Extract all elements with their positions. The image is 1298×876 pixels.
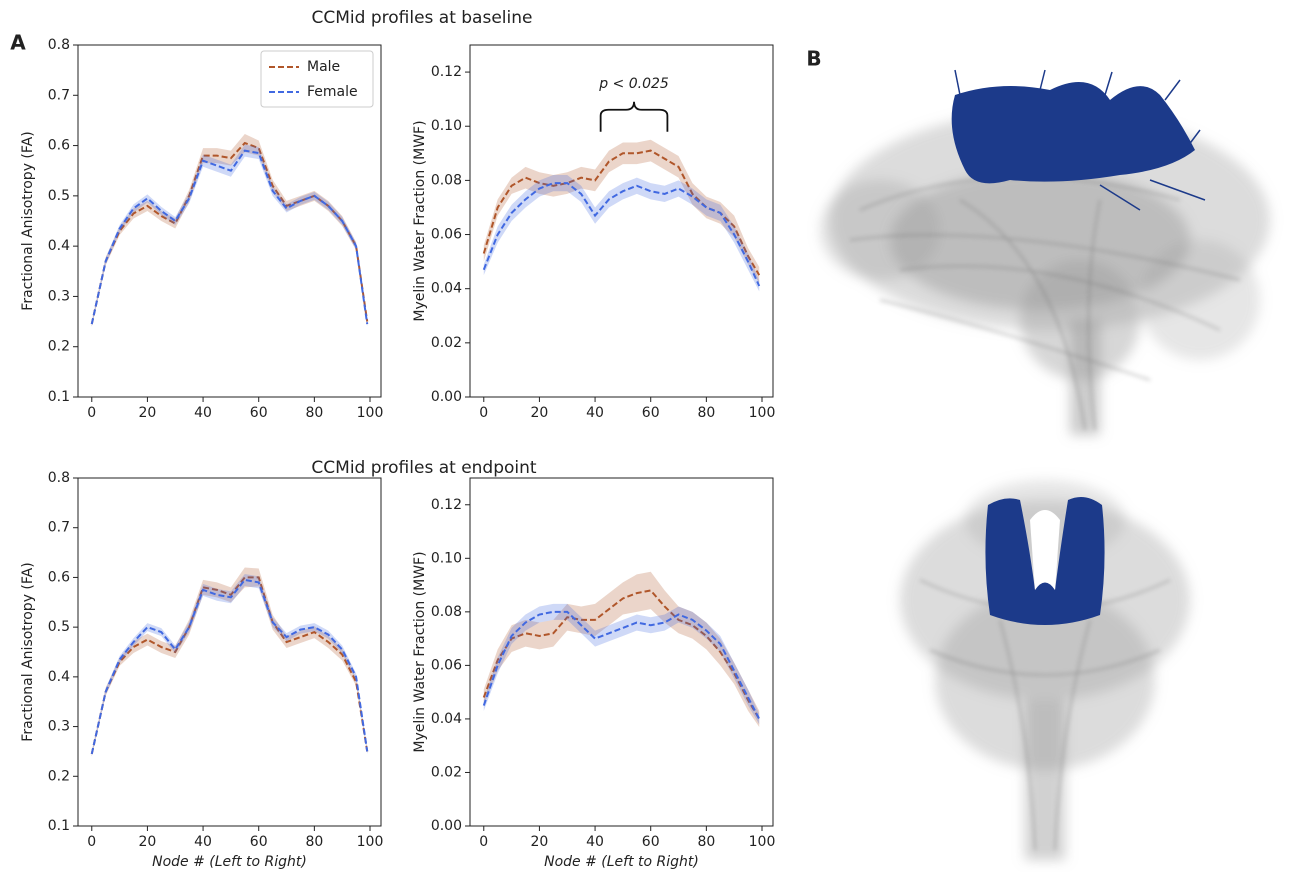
y-axis-label: Myelin Water Fraction (MWF) — [412, 120, 428, 321]
y-tick-label: 0.8 — [48, 470, 70, 486]
y-tick-label: 0.1 — [48, 818, 70, 834]
x-tick-label: 40 — [194, 834, 212, 850]
x-tick-label: 60 — [250, 405, 268, 421]
y-tick-label: 0.04 — [431, 281, 462, 297]
y-tick-label: 0.3 — [48, 719, 70, 735]
y-tick-label: 0.1 — [48, 389, 70, 405]
confidence-band — [92, 145, 367, 327]
y-tick-label: 0.5 — [48, 188, 70, 204]
y-tick-label: 0.12 — [431, 497, 462, 513]
y-tick-label: 0.7 — [48, 520, 70, 536]
chart: 0.1 0.2 0.3 0.4 0.5 0.6 0.7 0.8 0 20 40 60 80 100 Frac… — [20, 470, 383, 870]
y-tick-label: 0.10 — [431, 550, 462, 566]
annotation: p < 0.025 — [598, 76, 669, 92]
brain-sagittal-image — [820, 70, 1270, 435]
legend-label: Female — [307, 84, 358, 100]
x-tick-label: 60 — [642, 834, 660, 850]
y-tick-label: 0.2 — [48, 339, 70, 355]
x-tick-label: 0 — [479, 405, 488, 421]
figure: A B CCMid profiles at baseline CCMid pro… — [0, 0, 1298, 872]
plot-area — [92, 134, 367, 327]
y-tick-label: 0.08 — [431, 172, 462, 188]
significance-bracket — [601, 102, 668, 132]
y-axis-label: Myelin Water Fraction (MWF) — [412, 551, 428, 752]
x-tick-label: 40 — [586, 834, 604, 850]
x-tick-label: 60 — [642, 405, 660, 421]
x-tick-label: 20 — [531, 834, 549, 850]
row-title: CCMid profiles at baseline — [312, 8, 533, 28]
confidence-band — [92, 134, 367, 327]
plot-area — [484, 140, 759, 292]
x-tick-label: 0 — [87, 834, 96, 850]
y-tick-label: 0.10 — [431, 118, 462, 134]
x-tick-label: 40 — [194, 405, 212, 421]
y-tick-label: 0.04 — [431, 711, 462, 727]
y-tick-label: 0.12 — [431, 64, 462, 80]
x-tick-label: 0 — [479, 834, 488, 850]
y-tick-label: 0.06 — [431, 227, 462, 243]
y-tick-label: 0.08 — [431, 604, 462, 620]
x-tick-label: 80 — [305, 834, 323, 850]
x-tick-label: 40 — [586, 405, 604, 421]
x-tick-label: 100 — [357, 834, 384, 850]
x-tick-label: 100 — [749, 405, 776, 421]
chart: 0.00 0.02 0.04 0.06 0.08 0.10 0.12 0 20 40 60 80 100… — [412, 478, 775, 870]
x-tick-label: 20 — [139, 834, 157, 850]
y-tick-label: 0.02 — [431, 335, 462, 351]
panel-label: B — [806, 47, 821, 71]
chart: 0.00 0.02 0.04 0.06 0.08 0.10 0.12 0 20 40 60 80 100… — [412, 45, 775, 421]
plot-area — [92, 567, 367, 756]
x-tick-label: 80 — [697, 834, 715, 850]
x-tick-label: 20 — [139, 405, 157, 421]
y-tick-label: 0.2 — [48, 768, 70, 784]
y-tick-label: 0.8 — [48, 37, 70, 53]
y-tick-label: 0.6 — [48, 569, 70, 585]
y-tick-label: 0.4 — [48, 238, 70, 254]
y-tick-label: 0.4 — [48, 669, 70, 685]
x-axis-label: Node # (Left to Right) — [544, 854, 699, 870]
confidence-band — [92, 574, 367, 756]
line — [92, 151, 367, 324]
x-tick-label: 60 — [250, 834, 268, 850]
y-tick-label: 0.5 — [48, 619, 70, 635]
x-tick-label: 100 — [749, 834, 776, 850]
y-tick-label: 0.6 — [48, 138, 70, 154]
x-tick-label: 20 — [531, 405, 549, 421]
line — [92, 580, 367, 754]
plot-area — [484, 572, 759, 727]
y-tick-label: 0.7 — [48, 87, 70, 103]
brain-coronal-image — [900, 480, 1190, 860]
y-tick-label: 0.3 — [48, 288, 70, 304]
panel-label: A — [10, 31, 26, 55]
row-title: CCMid profiles at endpoint — [311, 458, 536, 478]
x-tick-label: 80 — [697, 405, 715, 421]
x-tick-label: 80 — [305, 405, 323, 421]
x-axis-label: Node # (Left to Right) — [152, 854, 307, 870]
line — [92, 577, 367, 753]
y-tick-label: 0.00 — [431, 389, 462, 405]
y-tick-label: 0.00 — [431, 818, 462, 834]
y-axis-label: Fractional Anisotropy (FA) — [20, 562, 36, 741]
y-axis-label: Fractional Anisotropy (FA) — [20, 131, 36, 310]
chart: 0.1 0.2 0.3 0.4 0.5 0.6 0.7 0.8 0 20 40 60 80 100 Frac… — [20, 37, 383, 421]
y-tick-label: 0.06 — [431, 657, 462, 673]
legend-label: Male — [307, 59, 340, 75]
x-tick-label: 0 — [87, 405, 96, 421]
x-tick-label: 100 — [357, 405, 384, 421]
y-tick-label: 0.02 — [431, 764, 462, 780]
